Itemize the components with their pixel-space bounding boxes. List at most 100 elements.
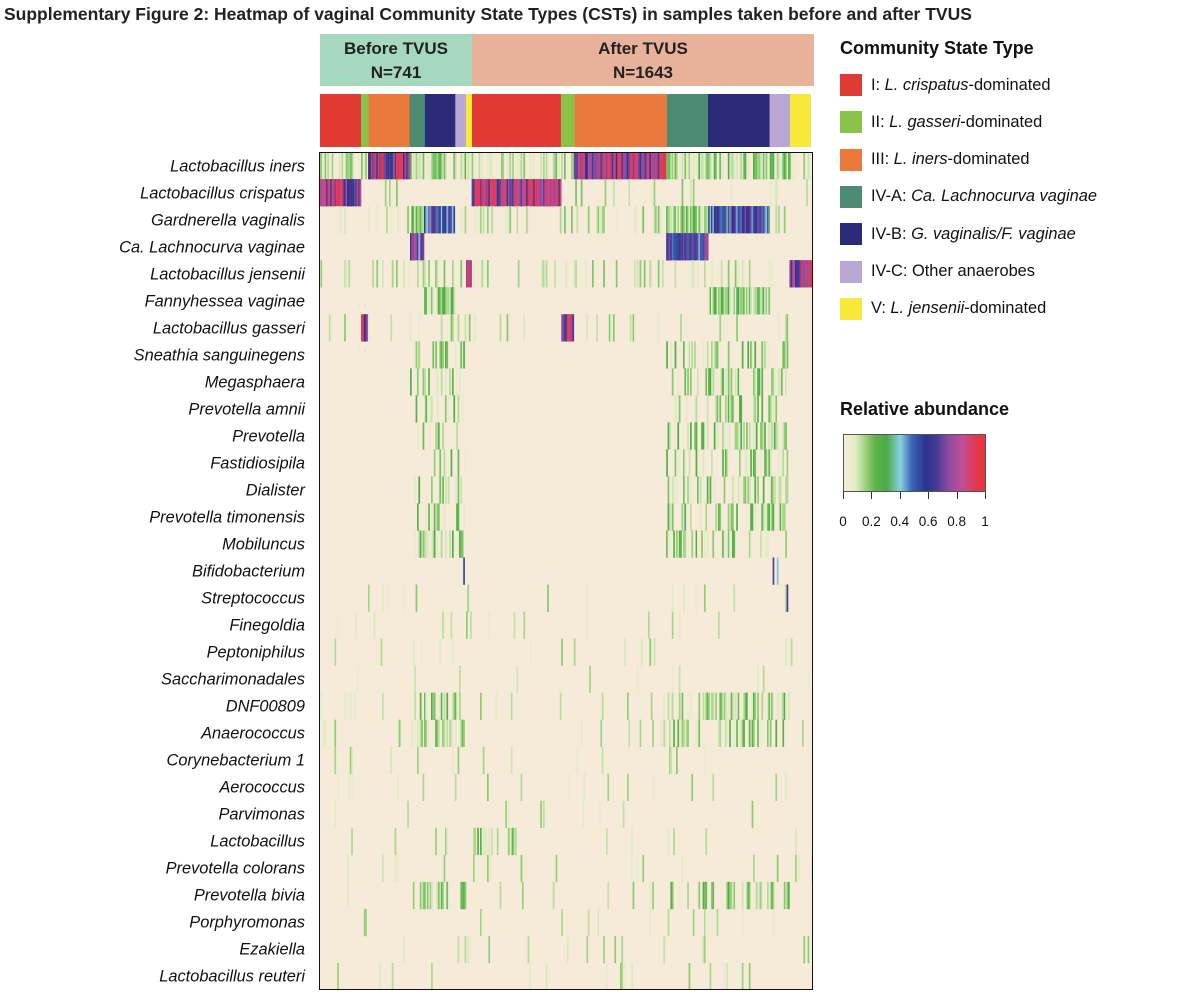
heatmap-cell	[454, 692, 457, 720]
heatmap-cell	[760, 719, 762, 748]
heatmap-cell	[680, 314, 682, 342]
heatmap-cell	[460, 530, 463, 558]
heatmap-cell	[533, 152, 535, 180]
heatmap-cell	[421, 638, 423, 666]
heatmap-cell	[461, 152, 464, 180]
heatmap-cell	[422, 530, 425, 558]
heatmap-cell	[659, 152, 661, 180]
heatmap-cell	[492, 179, 495, 207]
heatmap-cell	[477, 260, 479, 288]
heatmap-cell	[751, 206, 754, 234]
heatmap-cell	[545, 179, 548, 207]
heatmap-cell	[414, 341, 416, 369]
heatmap-cell	[576, 746, 579, 775]
heatmap-cell	[730, 179, 733, 207]
heatmap-cell	[440, 206, 443, 234]
heatmap-cell	[730, 881, 733, 910]
heatmap-cell	[394, 827, 397, 856]
heatmap-cell	[436, 260, 439, 288]
heatmap-cell	[474, 152, 477, 180]
heatmap-cell	[582, 800, 584, 829]
heatmap-cell	[740, 152, 743, 180]
heatmap-cell	[761, 287, 764, 315]
heatmap-cell	[351, 746, 353, 775]
heatmap-cell	[726, 422, 729, 450]
heatmap-cell	[433, 368, 436, 396]
heatmap-cell	[748, 422, 751, 450]
heatmap-cell	[774, 368, 776, 396]
heatmap-cell	[709, 287, 712, 315]
heatmap-cell	[382, 152, 384, 180]
heatmap-cell	[793, 152, 796, 180]
heatmap-cell	[547, 152, 549, 180]
heatmap-cell	[782, 692, 785, 720]
heatmap-cell	[415, 233, 418, 261]
heatmap-cell	[440, 287, 443, 315]
heatmap-cell	[712, 206, 715, 234]
heatmap-cell	[470, 611, 472, 639]
heatmap-cell	[601, 692, 604, 720]
heatmap-cell	[488, 179, 491, 207]
heatmap-cell	[695, 719, 698, 748]
heatmap-cell	[674, 449, 677, 477]
heatmap-cell	[765, 449, 768, 477]
heatmap-cell	[410, 233, 412, 261]
heatmap-cell	[418, 152, 421, 180]
heatmap-cell	[428, 206, 430, 234]
heatmap-cell	[631, 827, 633, 856]
heatmap-cell	[764, 206, 766, 234]
heatmap-cell	[737, 422, 740, 450]
heatmap-cell	[492, 206, 495, 234]
heatmap-cell	[753, 395, 755, 423]
heatmap-cell	[732, 152, 734, 180]
heatmap-cell	[328, 179, 331, 207]
heatmap-cell	[719, 206, 722, 234]
heatmap-cell	[739, 395, 741, 423]
heatmap-cell	[424, 287, 426, 315]
heatmap-cell	[677, 395, 680, 423]
heatmap-cell	[765, 152, 768, 180]
heatmap-cell	[712, 287, 715, 315]
heatmap-cell	[340, 179, 342, 207]
heatmap-cell	[667, 206, 670, 234]
heatmap-cell	[440, 314, 443, 342]
heatmap-cell	[445, 368, 447, 396]
heatmap-cell	[719, 692, 722, 720]
legend-item-cst-i: I: L. crispatus-dominated	[840, 73, 1051, 97]
heatmap-cell	[628, 152, 631, 180]
heatmap-cell	[657, 206, 660, 234]
colorbar-tick-label: 0.8	[947, 514, 966, 529]
heatmap-cell	[708, 152, 710, 180]
heatmap-cell	[723, 422, 726, 450]
heatmap-cell	[723, 287, 726, 315]
heatmap-cell	[748, 260, 751, 288]
heatmap-cell	[674, 152, 677, 180]
heatmap-cell	[697, 476, 699, 504]
heatmap-cell	[431, 206, 433, 234]
heatmap-cell	[403, 260, 405, 288]
heatmap-cell	[403, 935, 405, 964]
heatmap-cell	[337, 206, 339, 234]
heatmap-cell	[610, 152, 612, 180]
heatmap-cell	[771, 503, 773, 531]
heatmap-cell	[711, 341, 713, 369]
heatmap-cell	[667, 692, 670, 720]
heatmap-cell	[772, 368, 775, 396]
heatmap-cell	[711, 287, 713, 315]
heatmap-cell	[334, 719, 337, 748]
heatmap-cell	[454, 476, 457, 504]
heatmap-cell	[429, 881, 432, 910]
heatmap-cell	[729, 395, 731, 423]
heatmap-cell	[523, 611, 526, 639]
heatmap-cell	[370, 152, 373, 180]
legend-swatch	[840, 148, 862, 171]
heatmap-cell	[670, 206, 673, 234]
heatmap-cell	[786, 449, 789, 477]
heatmap-cell	[741, 287, 744, 315]
heatmap-cell	[762, 287, 765, 315]
heatmap-cell	[797, 260, 800, 288]
heatmap-cell	[586, 584, 589, 612]
heatmap-cell	[482, 746, 485, 775]
heatmap-cell	[456, 692, 458, 720]
heatmap-cell	[722, 152, 724, 180]
